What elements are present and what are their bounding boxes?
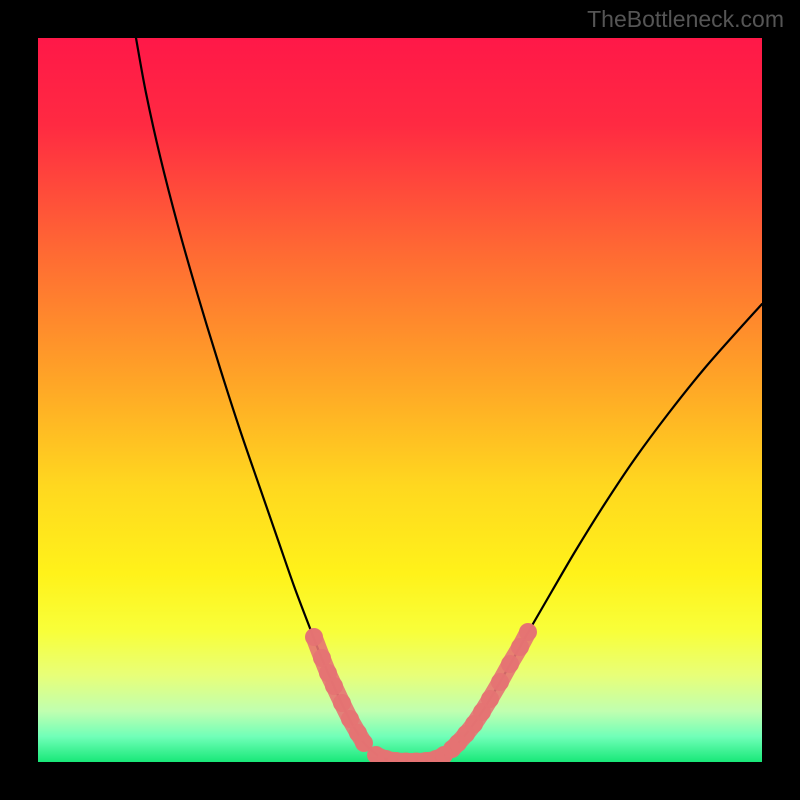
- marker-cluster-bottom: [367, 746, 453, 762]
- curve-left: [136, 38, 396, 761]
- marker-cluster-left: [305, 628, 373, 752]
- curve-right: [428, 304, 762, 761]
- curve-layer: [38, 38, 762, 762]
- marker-cluster-right: [443, 623, 537, 758]
- plot-area: [38, 38, 762, 762]
- watermark-text: TheBottleneck.com: [587, 6, 784, 33]
